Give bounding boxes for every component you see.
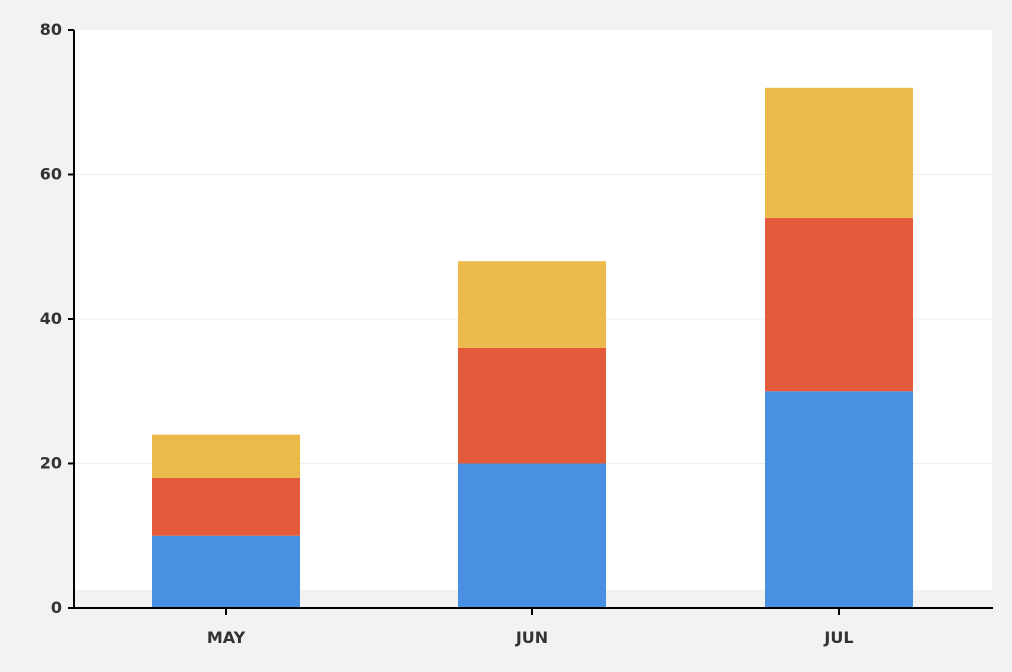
y-axis-ticks: 0 20 40 60 80 (40, 20, 74, 617)
bar-jul-segment-3 (765, 87, 913, 218)
x-tick-label-may: MAY (207, 628, 246, 647)
bar-jul-segment-1 (765, 391, 913, 608)
y-tick-label: 0 (51, 598, 62, 617)
bar-may-segment-2 (152, 477, 300, 536)
y-tick-label: 60 (40, 165, 62, 184)
bar-jun-segment-1 (458, 463, 606, 608)
bar-jun-segment-2 (458, 347, 606, 464)
bar-may-segment-1 (152, 535, 300, 608)
bars (152, 87, 913, 608)
bar-jun-segment-3 (458, 261, 606, 348)
y-tick-label: 40 (40, 309, 62, 328)
x-axis-ticks: MAY JUN JUL (207, 608, 854, 647)
x-tick-label-jul: JUL (823, 628, 853, 647)
x-tick-label-jun: JUN (515, 628, 548, 647)
y-tick-label: 80 (40, 20, 62, 39)
bar-jul-segment-2 (765, 217, 913, 392)
y-tick-label: 20 (40, 454, 62, 473)
bar-may-segment-3 (152, 434, 300, 478)
